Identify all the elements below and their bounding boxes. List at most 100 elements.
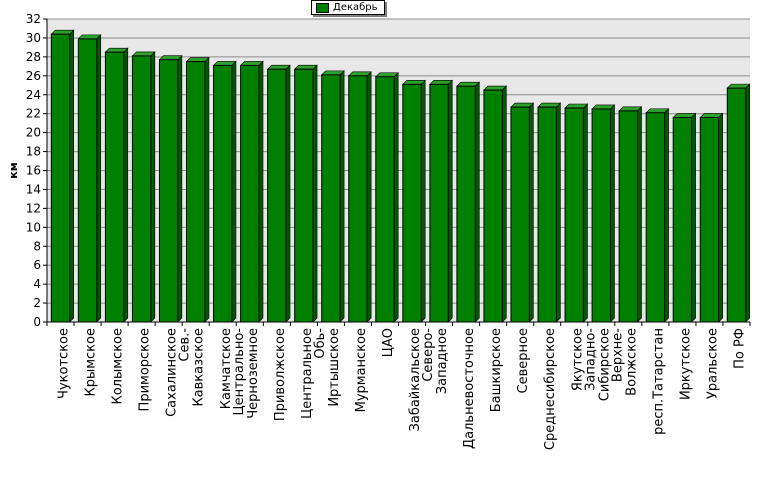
- x-tick-label-line: По РФ: [732, 328, 747, 369]
- x-tick-label-line: Центрально-: [232, 328, 247, 416]
- x-tick-label-line: Северное: [516, 328, 531, 393]
- x-tick-label-line: Забайкальское: [408, 328, 423, 431]
- bar: [375, 76, 395, 323]
- bar: [294, 68, 314, 323]
- bar: [213, 64, 233, 323]
- x-tick-label: Иркутское: [678, 328, 693, 400]
- bar-side: [96, 34, 102, 323]
- bar: [186, 61, 206, 323]
- x-tick-label: Северо-Западное: [421, 328, 450, 395]
- bar-top: [50, 29, 75, 35]
- y-tick-label: 20: [26, 126, 41, 140]
- x-tick-label: Башкирское: [489, 328, 504, 412]
- x-tick-label-line: Западно-: [583, 328, 598, 391]
- bar: [699, 116, 720, 323]
- bar-side: [312, 64, 318, 323]
- bar-side: [718, 112, 723, 323]
- x-tick-label: Сев.-Кавказское: [178, 328, 207, 407]
- x-tick-label-line: Колымское: [111, 328, 126, 405]
- bar-side: [691, 112, 696, 323]
- x-tick-label-line: Дальневосточное: [462, 328, 477, 449]
- bar: [537, 106, 557, 323]
- x-tick-label: Дальневосточное: [462, 328, 477, 449]
- bar: [564, 107, 584, 323]
- x-tick-label-line: Сибирское: [597, 328, 612, 401]
- legend: Декабрь: [311, 0, 385, 15]
- bar-side: [177, 54, 183, 323]
- bar: [672, 116, 693, 323]
- y-tick-label: 12: [26, 201, 41, 215]
- bar-side: [123, 47, 129, 323]
- bar-side: [583, 103, 588, 323]
- x-tick-label-line: ЦАО: [381, 328, 396, 357]
- bar-side: [745, 83, 750, 323]
- y-tick-label: 14: [26, 182, 41, 196]
- y-axis-title: км: [7, 162, 20, 178]
- legend-swatch: [316, 2, 329, 13]
- bar: [618, 110, 639, 323]
- bar-top: [348, 71, 372, 77]
- x-tick-label-line: Сахалинское: [165, 328, 180, 417]
- y-tick-label: 0: [33, 315, 41, 329]
- bar-top: [158, 55, 183, 61]
- bar-side: [556, 102, 561, 323]
- bar-side: [664, 108, 669, 323]
- x-tick-label: Уральское: [705, 328, 720, 399]
- bar: [591, 108, 611, 323]
- x-tick-label-line: Западное: [435, 328, 450, 394]
- x-tick-label-line: Сев.-: [178, 328, 193, 362]
- x-tick-label: Среднесибирское: [543, 328, 558, 450]
- bar-side: [529, 102, 534, 323]
- bar-top: [591, 104, 616, 110]
- bar: [77, 38, 98, 323]
- x-tick-label-line: Верхне-: [610, 328, 625, 382]
- x-tick-label: Приморское: [138, 328, 153, 411]
- bar-top: [293, 64, 318, 70]
- bar: [726, 87, 747, 323]
- bar-side: [231, 60, 237, 323]
- x-tick-label-line: Иртышское: [327, 328, 342, 407]
- bar-top: [402, 80, 426, 85]
- bar-top: [618, 106, 643, 112]
- y-tick-label: 28: [26, 50, 41, 64]
- bar-top: [239, 61, 264, 66]
- bar-side: [366, 71, 372, 323]
- bar: [402, 83, 422, 323]
- bar-side: [474, 81, 480, 323]
- bar: [240, 64, 260, 323]
- bar-top: [645, 108, 670, 114]
- y-tick-label: 30: [26, 31, 41, 45]
- x-tick-label-line: Обь-: [313, 328, 328, 359]
- bar-top: [77, 34, 102, 40]
- bar-top: [212, 61, 237, 66]
- bar-side: [502, 85, 507, 323]
- x-tick-label-line: респ.Татарстан: [651, 328, 666, 435]
- x-tick-label: Сахалинское: [165, 328, 180, 417]
- x-tick-label: Западно-Сибирское: [583, 328, 612, 402]
- x-tick-labels: Чукотское Крымское Колымское Приморское Саха…: [57, 328, 748, 450]
- y-tick-label: 8: [33, 239, 41, 253]
- y-tick-label: 26: [26, 69, 41, 83]
- bar: [483, 89, 503, 323]
- x-tick-label: респ.Татарстан: [651, 328, 666, 435]
- y-tick-label: 32: [26, 12, 41, 26]
- x-tick-label-line: Центральное: [300, 328, 315, 419]
- x-tick-label-line: Мурманское: [354, 328, 369, 412]
- bar: [456, 85, 476, 323]
- x-tick-label: Чукотское: [57, 328, 72, 399]
- bar-side: [610, 104, 615, 323]
- bar-top: [104, 47, 129, 53]
- bar-top: [726, 83, 751, 89]
- y-tick-label: 16: [26, 164, 41, 178]
- x-tick-label-line: Крымское: [84, 328, 99, 397]
- bar: [429, 83, 449, 323]
- bar-side: [150, 51, 156, 323]
- y-tick-label: 2: [33, 296, 41, 310]
- bar-side: [69, 29, 75, 323]
- bar-top: [456, 81, 481, 87]
- x-tick-label-line: Приморское: [138, 328, 153, 411]
- x-tick-label: Центрально-Черноземное: [232, 328, 261, 419]
- x-tick-label: Якутское: [570, 328, 585, 391]
